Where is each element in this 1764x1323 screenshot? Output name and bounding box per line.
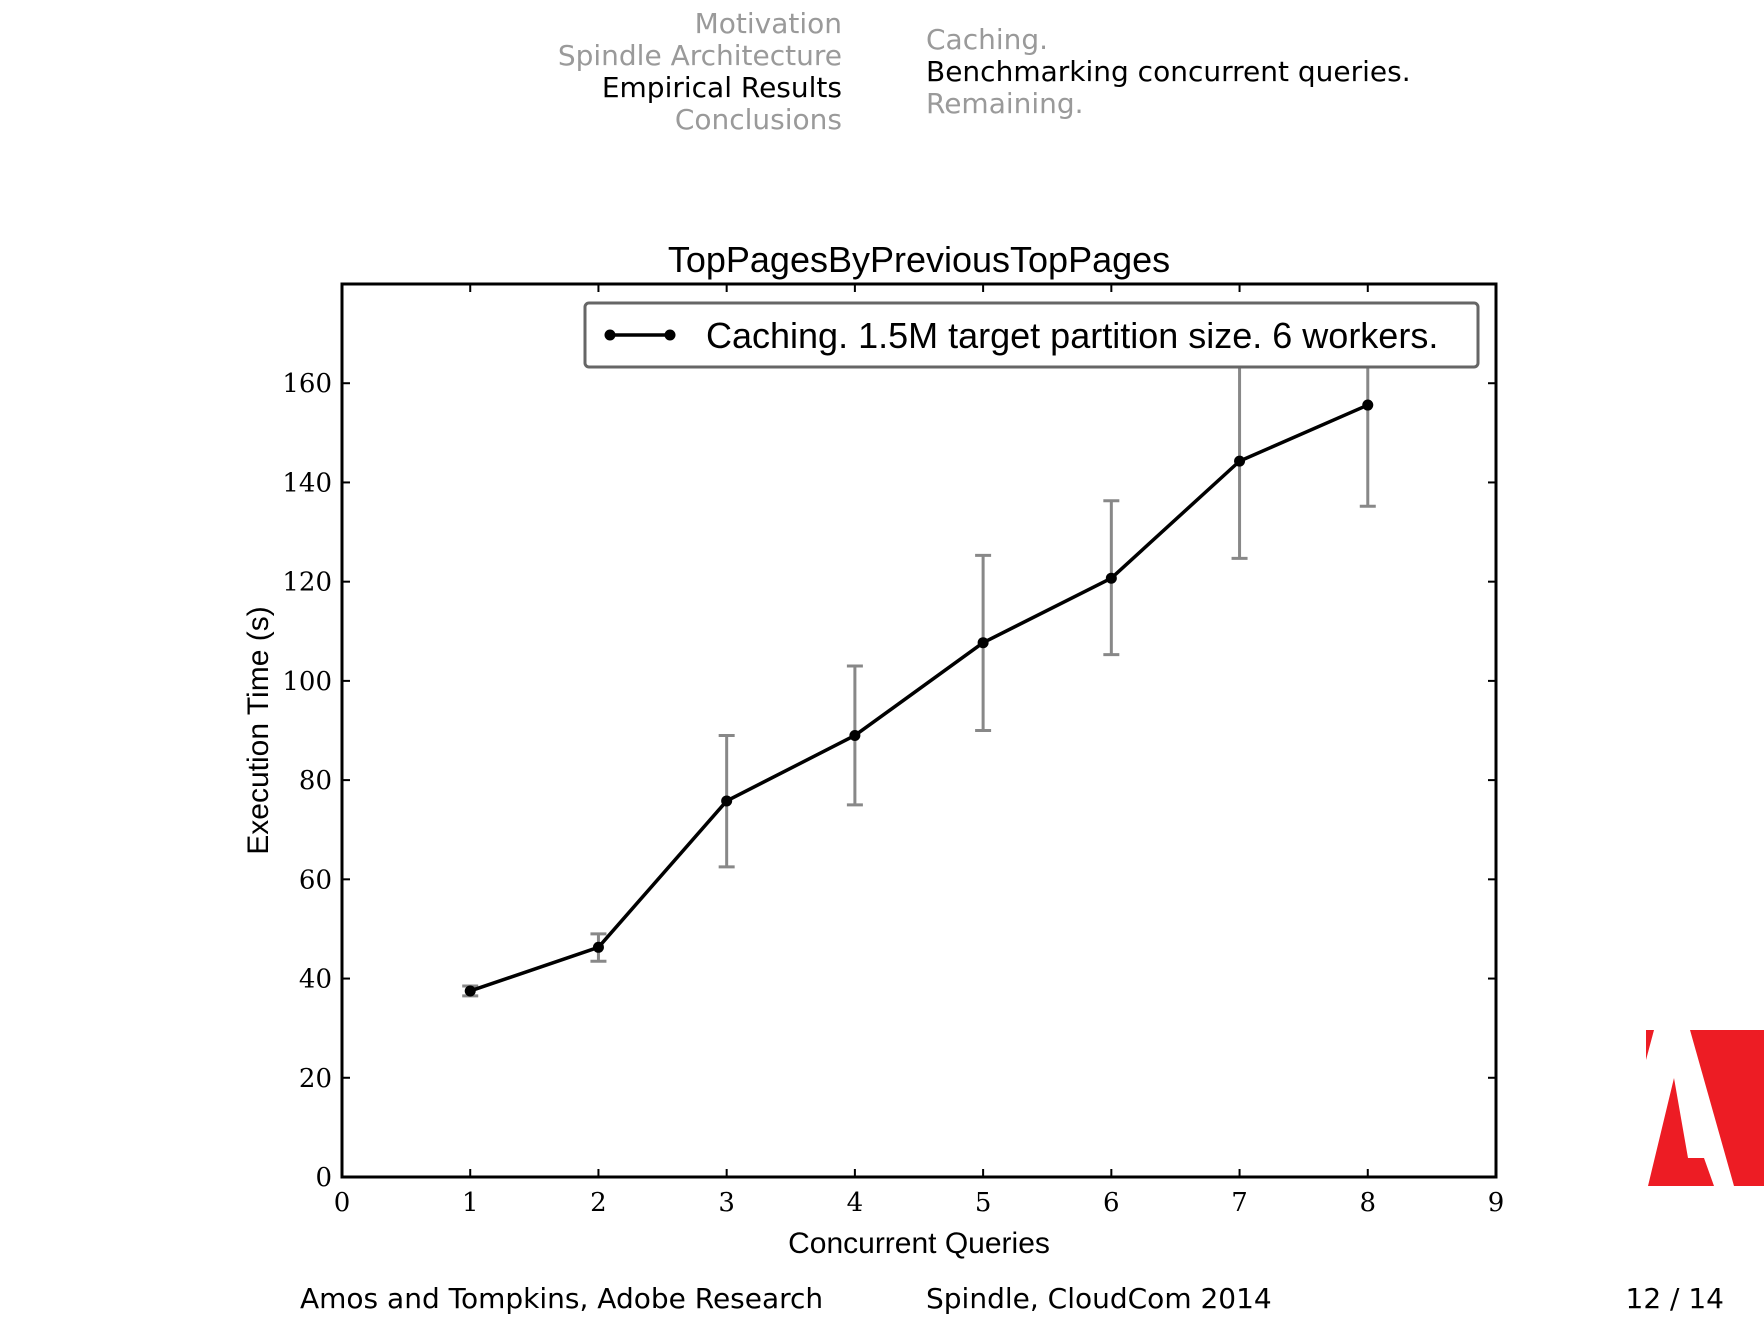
logo-center-shape xyxy=(1648,1078,1714,1186)
adobe-logo-icon xyxy=(1646,1030,1764,1186)
nav-subsection-caching[interactable]: Caching. xyxy=(926,23,1049,56)
legend-marker xyxy=(664,329,676,341)
y-tick-label: 100 xyxy=(282,667,332,697)
x-tick-label: 5 xyxy=(975,1188,992,1218)
x-tick-label: 1 xyxy=(462,1188,479,1218)
footer-authors: Amos and Tompkins, Adobe Research xyxy=(300,1282,824,1315)
data-point xyxy=(592,941,604,953)
data-point xyxy=(1234,455,1246,467)
legend-marker xyxy=(604,329,616,341)
y-axis-label: Execution Time (s) xyxy=(242,606,275,854)
plot-frame xyxy=(340,282,1498,1179)
x-tick-label: 0 xyxy=(334,1188,351,1218)
x-tick-label: 3 xyxy=(718,1188,735,1218)
legend-label: Caching. 1.5M target partition size. 6 w… xyxy=(706,315,1438,356)
data-point xyxy=(1362,399,1374,411)
data-point xyxy=(849,729,861,741)
logo-right-shape xyxy=(1690,1030,1764,1186)
y-tick-label: 60 xyxy=(299,865,332,895)
y-tick-label: 0 xyxy=(315,1163,332,1193)
nav-section-empirical-results[interactable]: Empirical Results xyxy=(601,71,842,104)
x-tick-label: 4 xyxy=(847,1188,864,1218)
legend-box xyxy=(583,301,1480,369)
section-nav: Motivation Spindle Architecture Empirica… xyxy=(558,8,842,136)
series-line xyxy=(469,403,1369,993)
nav-subsection-benchmarking[interactable]: Benchmarking concurrent queries. xyxy=(926,55,1411,88)
data-point xyxy=(464,985,476,997)
x-tick-label: 8 xyxy=(1360,1188,1377,1218)
nav-section-spindle-architecture[interactable]: Spindle Architecture xyxy=(557,39,842,72)
data-point xyxy=(1105,572,1117,584)
y-tick-label: 120 xyxy=(282,568,332,598)
footer-page-number[interactable]: 12 / 14 xyxy=(1625,1282,1725,1315)
logo-left-shape xyxy=(1646,1030,1654,1060)
y-tick-label: 40 xyxy=(299,965,332,995)
x-tick-label: 6 xyxy=(1103,1188,1120,1218)
nav-subsection-remaining[interactable]: Remaining. xyxy=(926,87,1084,120)
y-tick-label: 20 xyxy=(299,1064,332,1094)
nav-section-motivation[interactable]: Motivation xyxy=(694,7,842,40)
nav-section-conclusions[interactable]: Conclusions xyxy=(674,103,842,136)
x-tick-label: 9 xyxy=(1488,1188,1505,1218)
x-axis-label: Concurrent Queries xyxy=(788,1227,1050,1260)
subsection-nav: Caching. Benchmarking concurrent queries… xyxy=(926,24,1411,120)
data-point xyxy=(977,637,989,649)
x-tick-label: 2 xyxy=(590,1188,607,1218)
footer-talk-title: Spindle, CloudCom 2014 xyxy=(926,1282,1272,1315)
y-tick-label: 160 xyxy=(282,369,332,399)
y-tick-label: 80 xyxy=(299,766,332,796)
data-point xyxy=(721,795,733,807)
x-tick-label: 7 xyxy=(1231,1188,1248,1218)
y-tick-label: 140 xyxy=(282,468,332,498)
chart-title: TopPagesByPreviousTopPages xyxy=(668,239,1170,280)
